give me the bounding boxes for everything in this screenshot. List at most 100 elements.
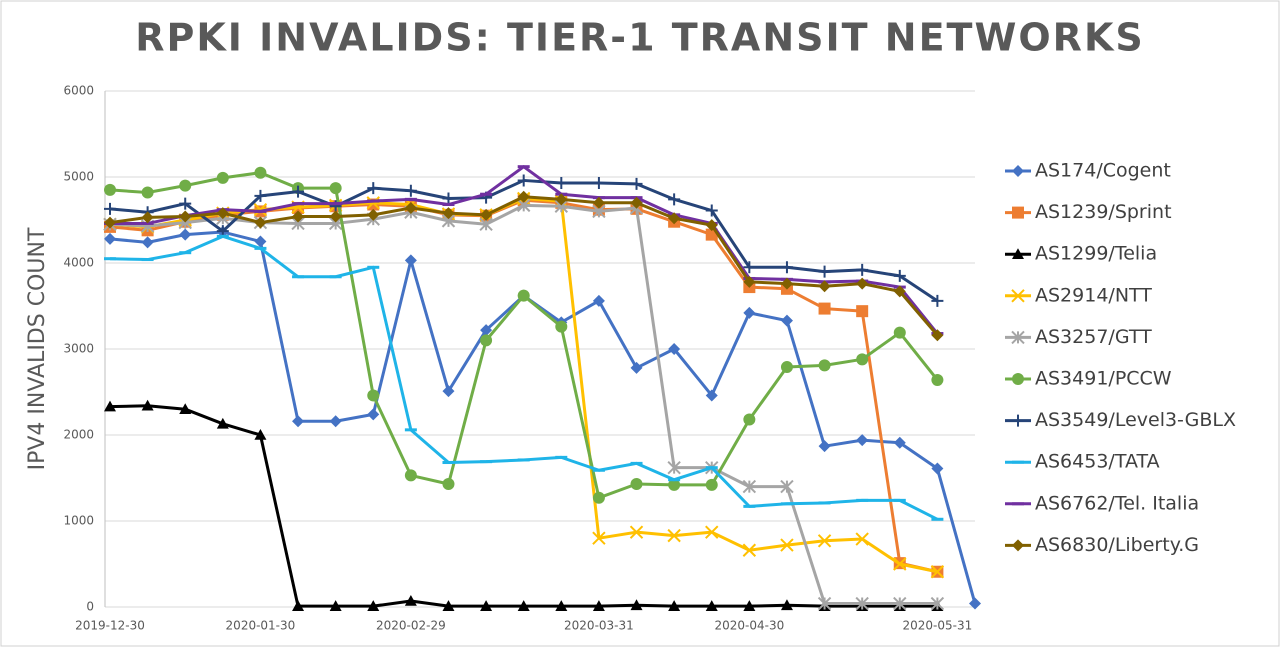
data-point <box>480 324 493 337</box>
series-line <box>109 230 977 604</box>
data-point <box>893 269 906 282</box>
legend-swatch-marker <box>1012 248 1024 259</box>
legend-label: AS6453/TATA <box>1035 451 1160 473</box>
legend-swatch-marker <box>1012 165 1024 177</box>
data-point <box>179 403 192 414</box>
legend-label: AS3257/GTT <box>1035 326 1152 348</box>
data-point <box>931 294 944 307</box>
data-point <box>592 177 605 190</box>
data-point <box>141 236 154 249</box>
legend-swatch-marker <box>1011 330 1025 345</box>
data-point <box>818 265 831 278</box>
data-point <box>517 289 530 302</box>
data-point <box>367 389 380 402</box>
data-point <box>630 361 643 374</box>
data-point <box>668 600 681 611</box>
legend-label: AS1239/Sprint <box>1035 201 1172 223</box>
data-point <box>818 302 831 315</box>
data-point <box>742 543 757 557</box>
data-point <box>856 263 869 276</box>
data-point <box>705 204 718 217</box>
data-point <box>818 440 831 453</box>
legend-label: AS174/Cogent <box>1035 160 1171 182</box>
data-point <box>630 599 643 611</box>
data-point <box>780 479 794 494</box>
data-point <box>705 478 718 491</box>
data-point <box>780 538 794 552</box>
data-point <box>668 193 681 206</box>
data-point <box>592 600 605 611</box>
data-point <box>817 596 832 611</box>
y-axis-title: IPV4 INVALIDS COUNT <box>25 227 50 470</box>
data-point <box>705 219 718 232</box>
data-point <box>931 462 944 475</box>
data-point <box>893 285 906 298</box>
data-point <box>104 232 116 245</box>
data-point <box>555 320 568 333</box>
chart-title: RPKI INVALIDS: TIER-1 TRANSIT NETWORKS <box>135 16 1145 60</box>
data-point <box>743 275 756 288</box>
x-tick-label: 2020-04-30 <box>714 619 784 633</box>
data-point <box>254 429 267 440</box>
data-point <box>367 182 380 195</box>
legend-swatch-marker <box>1012 539 1024 552</box>
data-point <box>817 534 832 548</box>
data-point <box>141 211 154 224</box>
x-tick-label: 2020-02-29 <box>376 619 446 633</box>
data-point <box>555 177 568 190</box>
data-point <box>404 594 417 606</box>
data-point <box>592 196 605 209</box>
data-point <box>367 208 380 221</box>
data-point <box>743 600 756 611</box>
legend-swatch-marker <box>1012 414 1024 427</box>
data-point <box>856 305 869 318</box>
data-point <box>442 207 455 220</box>
data-point <box>292 185 305 198</box>
y-tick-label: 1000 <box>63 514 94 528</box>
data-point <box>818 359 831 372</box>
data-point <box>480 334 493 347</box>
data-point <box>705 525 719 539</box>
data-point <box>930 596 945 611</box>
legend-label: AS3549/Level3-GBLX <box>1035 409 1236 431</box>
y-tick-label: 6000 <box>63 84 94 98</box>
data-point <box>179 197 192 210</box>
data-point <box>856 434 869 447</box>
data-point <box>141 399 154 411</box>
legend-label: AS6762/Tel. Italia <box>1035 492 1199 514</box>
data-point <box>292 415 305 428</box>
data-point <box>630 177 643 190</box>
data-point <box>442 192 455 205</box>
data-point <box>366 196 380 210</box>
data-point <box>668 343 681 355</box>
data-point <box>404 201 417 214</box>
data-point <box>780 599 793 611</box>
data-point <box>141 186 154 199</box>
x-tick-label: 2020-05-31 <box>903 619 973 633</box>
data-point <box>104 216 116 229</box>
data-point <box>179 210 192 223</box>
data-point <box>555 600 568 611</box>
data-point <box>705 389 718 402</box>
data-point <box>254 189 267 202</box>
data-point <box>104 400 116 412</box>
data-point <box>254 216 267 229</box>
data-point <box>931 373 944 386</box>
data-point <box>442 600 455 611</box>
data-point <box>893 596 907 611</box>
data-point <box>592 491 605 504</box>
data-point <box>404 184 417 197</box>
data-point <box>856 353 869 366</box>
data-point <box>630 478 643 491</box>
y-tick-label: 3000 <box>63 342 94 356</box>
data-point <box>856 277 869 290</box>
data-point <box>329 415 342 428</box>
data-point <box>404 469 417 482</box>
data-point <box>480 208 493 221</box>
data-point <box>442 385 455 398</box>
data-point <box>705 600 718 611</box>
y-tick-label: 4000 <box>63 256 94 270</box>
legend-label: AS6830/Liberty.G <box>1035 534 1199 556</box>
data-point <box>442 478 455 491</box>
